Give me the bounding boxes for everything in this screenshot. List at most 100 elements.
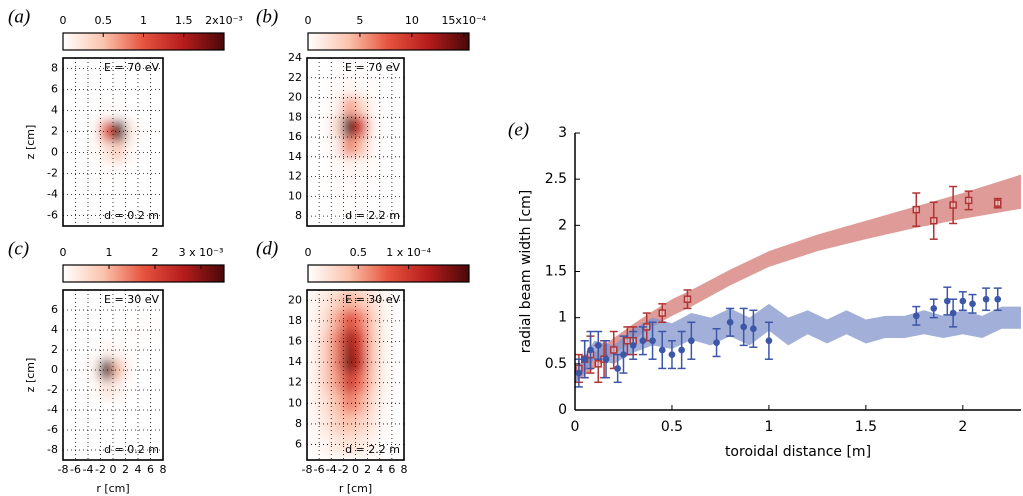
- heat-cell: [75, 359, 89, 381]
- y-tick-label: 4: [51, 323, 58, 336]
- heat-cell: [342, 176, 356, 197]
- heat-cell: [150, 399, 163, 421]
- heat-cell: [330, 77, 344, 99]
- heat-cell: [63, 183, 76, 206]
- heat-cell: [330, 310, 344, 332]
- heat-cell: [137, 204, 151, 226]
- heat-cell: [391, 330, 404, 353]
- marker: [649, 337, 656, 345]
- heat-cell: [318, 77, 332, 99]
- panel-label: (b): [256, 6, 278, 27]
- heat-cell: [391, 77, 404, 99]
- y-tick-label: -2: [47, 383, 58, 396]
- y-tick-label: 16: [288, 130, 302, 143]
- heat-cell: [75, 141, 89, 164]
- heat-cell: [75, 204, 89, 226]
- error-point: [667, 340, 676, 370]
- heat-cell: [87, 120, 101, 143]
- colorbar-tick-label: 0.5: [350, 246, 368, 259]
- heat-cell: [342, 290, 356, 312]
- heat-cell: [63, 78, 76, 101]
- heat-cell: [150, 162, 163, 185]
- heat-cell: [342, 136, 356, 158]
- heat-cell: [391, 156, 404, 178]
- x-tick-label: 0: [571, 419, 580, 435]
- error-point: [929, 201, 938, 240]
- heat-cell: [100, 399, 114, 421]
- y-tick-label: 0: [51, 146, 58, 159]
- x-tick-label: 6: [388, 463, 395, 476]
- y-tick-label: 12: [288, 376, 302, 389]
- heat-cell: [367, 58, 381, 79]
- heat-cell: [150, 299, 163, 321]
- heat-cell: [318, 330, 332, 353]
- heat-cell: [307, 176, 320, 197]
- heat-cell: [367, 77, 381, 99]
- heat-cell: [355, 290, 369, 312]
- heat-cell: [63, 399, 76, 421]
- x-tick-label: 0.5: [661, 419, 683, 435]
- heat-cell: [367, 290, 381, 312]
- x-axis-label: toroidal distance [m]: [725, 444, 871, 460]
- heat-cell: [137, 439, 151, 460]
- error-point: [749, 309, 758, 348]
- heat-cell: [355, 433, 369, 456]
- marker: [629, 342, 637, 349]
- y-tick-label: 0: [558, 402, 567, 418]
- heat-cell: [367, 392, 381, 415]
- heat-cell: [318, 116, 332, 138]
- heat-cell: [330, 116, 344, 138]
- heat-cell: [342, 392, 356, 415]
- error-point: [912, 192, 921, 228]
- marker: [930, 305, 938, 312]
- marker: [668, 351, 676, 358]
- marker: [929, 216, 938, 225]
- heat-cell: [150, 78, 163, 101]
- colorbar-tick-label: 5: [356, 14, 363, 27]
- x-tick-label: 8: [401, 463, 408, 476]
- colorbar: [307, 264, 470, 283]
- heat-cell: [318, 290, 332, 312]
- x-tick-label: 0: [352, 463, 359, 476]
- heat-cell: [137, 58, 151, 80]
- heat-cell: [391, 195, 404, 217]
- heat-cell: [379, 136, 393, 158]
- heat-cell: [150, 183, 163, 206]
- marker: [678, 346, 686, 354]
- panel-label: (a): [8, 6, 30, 27]
- heat-cell: [318, 156, 332, 178]
- colorbar-tick-label: 2: [152, 246, 159, 259]
- heatmap-clip: [63, 58, 163, 226]
- heat-cell: [355, 351, 369, 373]
- error-point: [739, 307, 748, 347]
- y-tick-label: 6: [51, 83, 58, 96]
- heat-cell: [367, 195, 381, 217]
- heat-cell: [330, 176, 344, 197]
- heat-cell: [63, 141, 76, 164]
- marker: [750, 325, 757, 333]
- heat-cell: [150, 120, 163, 143]
- heat-cell: [379, 77, 393, 99]
- heat-cell: [342, 330, 356, 353]
- x-tick-label: 6: [147, 463, 154, 476]
- heat-cell: [379, 392, 393, 415]
- annotation: d = 2.2 m: [345, 443, 400, 456]
- annotation: E = 70 eV: [345, 61, 400, 74]
- heat-cell: [137, 399, 151, 421]
- heat-cell: [307, 156, 320, 178]
- heat-cell: [75, 120, 89, 143]
- y-tick-label: 10: [288, 396, 302, 409]
- error-point: [929, 298, 938, 319]
- heat-cell: [87, 78, 101, 101]
- heatmap: [307, 290, 404, 456]
- x-tick-label: 2: [958, 419, 967, 435]
- heat-cell: [355, 97, 369, 118]
- colorbar-tick-label: 1: [140, 14, 147, 27]
- heat-cell: [75, 379, 89, 401]
- error-point: [658, 330, 667, 370]
- heat-cell: [342, 58, 356, 79]
- colorbar-tick-label: 2x10⁻³: [205, 14, 243, 27]
- y-tick-label: 0: [51, 363, 58, 376]
- heat-cell: [391, 371, 404, 394]
- x-tick-label: 2: [122, 463, 129, 476]
